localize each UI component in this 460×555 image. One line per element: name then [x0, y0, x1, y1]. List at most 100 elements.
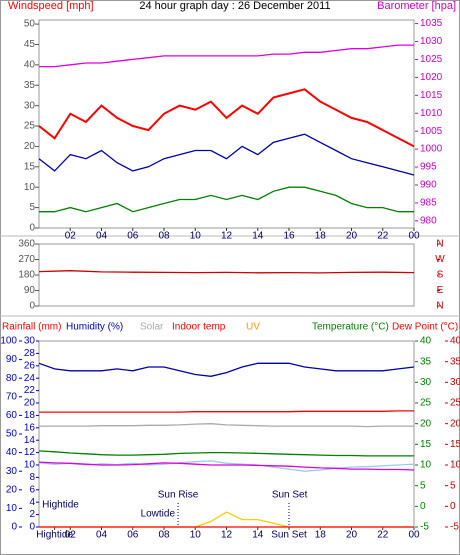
y2-tick-label: 0 — [450, 501, 456, 512]
rain-tick-label: 8 — [29, 472, 35, 483]
series-line — [39, 186, 414, 213]
y-tick-label: 5 — [29, 202, 35, 213]
y-tick-label: 0 — [29, 223, 35, 234]
y-tick-label: 45 — [24, 39, 36, 50]
y-tick-label: 100 — [0, 336, 17, 347]
x-tick-label: 20 — [346, 231, 358, 242]
y2-tick-label: -5 — [420, 522, 429, 533]
y2-tick-label: 20 — [420, 418, 432, 429]
rain-tick-label: 4 — [29, 497, 35, 508]
y-tick-label: 180 — [18, 270, 35, 281]
y2-tick-label: E — [437, 285, 444, 296]
rain-tick-label: 30 — [24, 336, 36, 347]
y2-tick-label: 30 — [420, 377, 432, 388]
title: 24 hour graph day : 26 December 2011 — [139, 0, 330, 12]
y2-tick-label: 1015 — [420, 90, 443, 101]
x-tick-label: 00 — [408, 231, 420, 242]
rain-tick-label: 2 — [29, 509, 35, 520]
y-tick-label: 80 — [6, 373, 18, 384]
rain-tick-label: 10 — [24, 460, 36, 471]
y-tick-label: 360 — [18, 239, 35, 250]
x-tick-label: 04 — [96, 231, 108, 242]
y2-tick-label: 1025 — [420, 54, 443, 65]
y2-tick-label: 10 — [420, 460, 432, 471]
y-tick-label: 15 — [24, 161, 36, 172]
x-tick-label: 06 — [127, 530, 139, 541]
header: UV — [246, 322, 260, 333]
x-tick-label: 06 — [127, 231, 139, 242]
y-tick-label: 0 — [11, 522, 17, 533]
rain-tick-label: 26 — [24, 360, 36, 371]
x-tick-label: 02 — [65, 530, 77, 541]
y2-tick-label: 10 — [450, 460, 460, 471]
rain-tick-label: 22 — [24, 385, 36, 396]
header: Temperature (°C) — [312, 322, 389, 333]
series-line — [39, 410, 414, 413]
y2-tick-label: 15 — [450, 439, 460, 450]
y-tick-label: 50 — [24, 19, 36, 30]
y2-tick-label: 40 — [420, 336, 432, 347]
y-tick-label: 40 — [6, 447, 18, 458]
y-tick-label: 90 — [6, 354, 18, 365]
y2-tick-label: W — [435, 254, 445, 265]
x-tick-label: 22 — [377, 231, 389, 242]
header: Indoor temp — [172, 322, 226, 333]
x-tick-label: 08 — [158, 231, 170, 242]
series-line — [38, 362, 415, 377]
annotation: Hightide — [42, 500, 79, 511]
y2-tick-label: 1020 — [420, 72, 443, 83]
y-tick-label: 10 — [24, 182, 36, 193]
y2-tick-label: 1010 — [420, 108, 443, 119]
y2-tick-label: 40 — [450, 336, 460, 347]
y2-tick-label: 35 — [450, 356, 460, 367]
rain-tick-label: 14 — [24, 435, 36, 446]
y2-tick-label: 990 — [420, 180, 437, 191]
y2-tick-label: 15 — [420, 439, 432, 450]
x-tick-label: 14 — [252, 530, 264, 541]
rain-tick-label: 16 — [24, 422, 36, 433]
y2-tick-label: 25 — [450, 398, 460, 409]
annotation: Sun Rise — [158, 490, 199, 501]
series-line — [38, 133, 415, 176]
x-tick-label: 08 — [158, 530, 170, 541]
rain-tick-label: 28 — [24, 348, 36, 359]
y-tick-label: 20 — [24, 141, 36, 152]
x-tick-label: 12 — [221, 231, 233, 242]
series-line — [38, 450, 414, 457]
x-tick-label: 00 — [408, 530, 420, 541]
y2-tick-label: 1005 — [420, 126, 443, 137]
series-line — [38, 88, 415, 148]
x-tick-label: 18 — [315, 231, 327, 242]
y2-tick-label: -5 — [450, 522, 459, 533]
y-tick-label: 35 — [24, 80, 36, 91]
y-tick-label: 50 — [6, 429, 18, 440]
series-line — [39, 44, 414, 68]
y2-tick-label: 5 — [420, 480, 426, 491]
header: Solar — [140, 322, 164, 333]
x-tick-label: 02 — [65, 231, 77, 242]
rain-tick-label: 20 — [24, 398, 36, 409]
y-tick-label: 70 — [6, 391, 18, 402]
y2-tick-label: 1000 — [420, 144, 443, 155]
series-line — [39, 423, 414, 428]
y2-tick-label: 5 — [450, 480, 456, 491]
y-tick-label: 270 — [18, 254, 35, 265]
x-tick-label: 16 — [283, 231, 295, 242]
y2-tick-label: 30 — [450, 377, 460, 388]
y-tick-label: 25 — [24, 121, 36, 132]
header: Dew Point (°C) — [392, 322, 458, 333]
y2-tick-label: N — [436, 301, 443, 312]
y-tick-label: 30 — [6, 466, 18, 477]
y2-tick-label: 0 — [420, 501, 426, 512]
y2-tick-label: 20 — [450, 418, 460, 429]
y2-label: Barometer [hpa] — [377, 0, 456, 12]
y-tick-label: 0 — [29, 301, 35, 312]
x-tick-label: 14 — [252, 231, 264, 242]
y2-tick-label: 995 — [420, 162, 437, 173]
x-tick-label: Sun Set — [271, 530, 307, 541]
x-tick-label: 22 — [377, 530, 389, 541]
header: Rainfall (mm) — [2, 322, 61, 333]
x-tick-label: 12 — [221, 530, 233, 541]
